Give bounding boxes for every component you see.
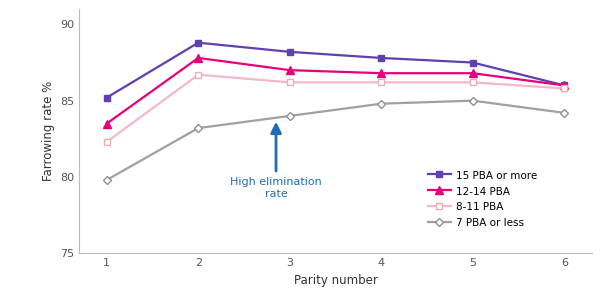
X-axis label: Parity number: Parity number xyxy=(293,274,378,287)
Y-axis label: Farrowing rate %: Farrowing rate % xyxy=(41,81,55,181)
Line: 15 PBA or more: 15 PBA or more xyxy=(103,39,568,101)
15 PBA or more xyxy=(286,50,293,54)
15 PBA or more xyxy=(561,84,568,87)
15 PBA or more xyxy=(195,41,202,45)
12-14 PBA xyxy=(561,84,568,87)
12-14 PBA xyxy=(378,71,385,75)
12-14 PBA xyxy=(469,71,476,75)
Legend: 15 PBA or more, 12-14 PBA, 8-11 PBA, 7 PBA or less: 15 PBA or more, 12-14 PBA, 8-11 PBA, 7 P… xyxy=(428,170,537,228)
12-14 PBA xyxy=(103,122,110,125)
7 PBA or less xyxy=(378,102,385,106)
8-11 PBA xyxy=(561,87,568,90)
7 PBA or less xyxy=(195,126,202,130)
8-11 PBA xyxy=(195,73,202,77)
7 PBA or less xyxy=(469,99,476,102)
Line: 12-14 PBA: 12-14 PBA xyxy=(102,54,569,128)
12-14 PBA xyxy=(286,68,293,72)
15 PBA or more xyxy=(378,56,385,60)
Line: 7 PBA or less: 7 PBA or less xyxy=(104,98,567,183)
8-11 PBA xyxy=(286,81,293,84)
8-11 PBA xyxy=(378,81,385,84)
15 PBA or more xyxy=(469,61,476,64)
12-14 PBA xyxy=(195,56,202,60)
7 PBA or less xyxy=(286,114,293,118)
Text: High elimination
rate: High elimination rate xyxy=(230,177,322,199)
8-11 PBA xyxy=(103,140,110,144)
7 PBA or less xyxy=(103,178,110,182)
15 PBA or more xyxy=(103,96,110,99)
Line: 8-11 PBA: 8-11 PBA xyxy=(103,71,568,145)
8-11 PBA xyxy=(469,81,476,84)
7 PBA or less xyxy=(561,111,568,115)
